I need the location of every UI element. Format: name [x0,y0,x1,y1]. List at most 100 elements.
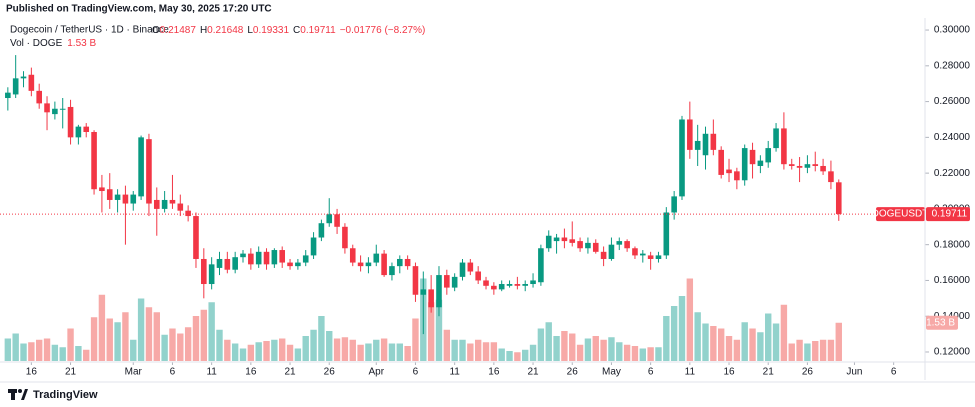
volume-bar [506,351,513,361]
volume-bar [357,344,364,361]
candle-body [138,137,144,197]
x-tick-label: 16 [26,367,38,378]
candle-body [153,199,160,209]
x-tick-label: 6 [891,367,897,378]
price-layer [0,55,925,335]
candle-body [561,237,568,242]
x-tick-label: 26 [802,367,814,378]
volume-bar [561,331,568,361]
x-tick-label: 26 [324,367,336,378]
candle-body [812,164,819,166]
y-tick-label: 0.24000 [934,132,971,143]
x-tick-label: 21 [65,367,77,378]
x-tick-label: Mar [125,367,143,378]
footer-brand: TradingView [33,389,98,401]
candle-body [271,250,278,265]
volume-bar [239,348,247,361]
volume-bar [302,336,309,361]
candle-body [208,264,215,285]
candle-body [726,169,732,174]
candle-body [396,258,403,267]
volume-bar [75,346,82,361]
volume-bar [90,317,98,361]
volume-bar [137,298,145,361]
candle-body [781,128,787,165]
x-tick-label: 6 [648,367,654,378]
candle-body [232,257,238,270]
volume-bar [670,306,678,361]
volume-bar [83,349,90,361]
x-tick-label: 6 [413,367,419,378]
ohlc-letter: L [247,25,253,36]
ohlc-letter: C [293,25,300,36]
volume-bar [231,343,239,361]
candle-body [467,262,474,272]
x-tick-label: Apr [368,367,384,378]
candle-body [130,194,137,204]
volume-bar [780,304,788,361]
candle-body [757,160,764,166]
candle-body [365,262,372,267]
candle-body [5,92,11,99]
volume-bar [365,343,372,361]
candle-body [83,126,90,132]
ohlc-value: 0.19331 [253,25,290,36]
volume-bar [161,334,168,361]
candle-body [600,251,607,259]
x-tick-label: 21 [763,367,775,378]
volume-bar [631,346,639,361]
candle-body [279,250,286,263]
volume-bar [514,352,521,361]
volume-bar [741,322,748,361]
y-tick-label: 0.16000 [934,275,971,286]
candle-body [734,171,740,181]
volume-bar [310,329,317,361]
volume-bar [451,339,458,361]
volume-bar [616,342,623,361]
volume-bar [388,343,396,361]
candle-body [718,149,724,175]
axes-layer: 0.120000.140000.160000.180000.200000.220… [26,25,971,378]
candle-body [67,106,74,138]
candle-body [91,131,97,190]
published-note: Published on TradingView.com, May 30, 20… [6,4,272,15]
candle-body [820,165,826,172]
volume-name: Vol · DOGE [10,38,63,49]
volume-bar [788,343,795,361]
candle-body [99,187,105,192]
volume-bar [467,343,474,361]
candle-body [639,253,646,256]
volume-bar [145,307,153,361]
y-tick-label: 0.12000 [934,347,971,358]
candle-body [632,248,638,256]
volume-bar [153,312,160,361]
y-tick-label: 0.26000 [934,96,971,107]
volume-bar [294,348,302,361]
volume-bar [373,339,380,361]
candle-body [671,196,677,213]
candle-body [318,223,325,238]
candle-body [412,266,419,295]
volume-bar [247,344,255,361]
volume-bar [169,328,176,361]
volume-bar [490,342,498,361]
volume-bar [263,341,270,361]
volume-legend: Vol · DOGE 1.53 B [10,38,96,49]
candle-body [773,128,779,149]
x-tick-label: 21 [284,367,296,378]
volume-bar [412,318,419,361]
y-tick-label: 0.18000 [934,239,971,250]
candle-body [538,248,544,283]
volume-bar [639,348,646,361]
volume-bar [827,339,835,361]
volume-bar [208,302,215,361]
candle-body [20,76,27,79]
volume-bar [804,343,811,361]
volume-bar [43,338,51,361]
volume-bar [318,316,325,361]
volume-tag-label: 1.53 B [926,317,955,328]
volume-bar [647,347,654,361]
volume-bar [122,312,129,361]
volume-bar [576,344,584,361]
